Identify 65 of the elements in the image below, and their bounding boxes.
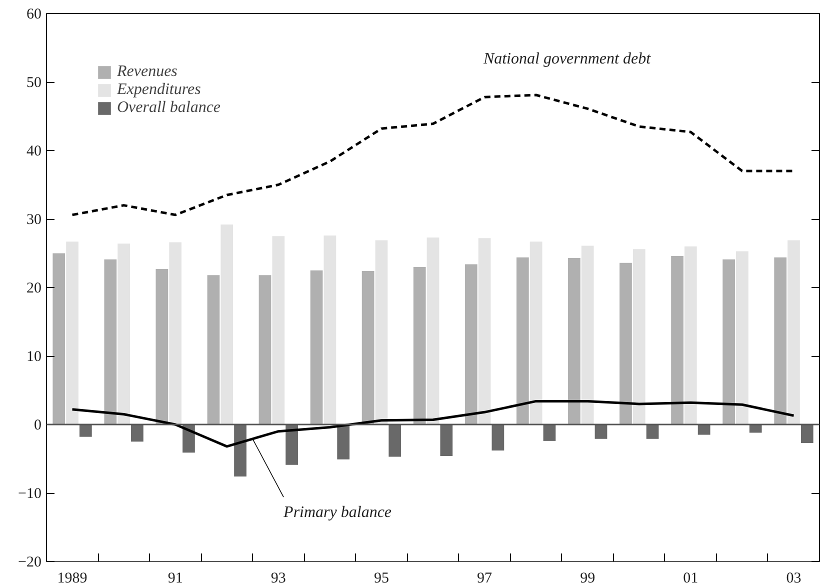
- bar: [698, 424, 710, 435]
- y-tick-label: 10: [26, 349, 42, 365]
- bar: [464, 264, 478, 424]
- y-tick-label: −20: [18, 554, 42, 570]
- bar: [800, 424, 814, 443]
- bar: [620, 262, 632, 424]
- bar: [52, 253, 66, 424]
- bar: [594, 424, 608, 439]
- legend-label: Revenues: [117, 63, 178, 81]
- bar: [375, 240, 388, 424]
- bar: [413, 266, 426, 424]
- bar: [156, 269, 168, 424]
- bar: [234, 424, 246, 477]
- bar: [388, 424, 402, 457]
- bar: [426, 237, 440, 424]
- series-label: National government debt: [482, 50, 652, 68]
- y-tick-label: 60: [26, 6, 42, 22]
- x-tick-label: 03: [786, 570, 802, 585]
- bar: [788, 240, 800, 424]
- bar: [220, 224, 234, 424]
- bar: [722, 259, 735, 424]
- bar: [530, 242, 542, 424]
- bar: [131, 424, 144, 442]
- x-tick-label: 91: [168, 570, 183, 585]
- bar: [646, 424, 659, 439]
- bar: [66, 242, 78, 424]
- bar: [79, 424, 92, 437]
- x-tick-label: 01: [683, 570, 698, 585]
- x-tick-label: 1989: [57, 570, 88, 585]
- legend-label: Overall balance: [117, 99, 221, 117]
- y-tick-label: 0: [34, 418, 42, 434]
- y-tick-label: 20: [26, 280, 42, 296]
- y-tick-label: 50: [26, 75, 42, 91]
- bar: [671, 256, 684, 424]
- legend-label: Expenditures: [117, 81, 201, 99]
- bar: [324, 235, 336, 424]
- bar: [310, 270, 323, 424]
- bar: [118, 244, 130, 424]
- y-tick-label: −10: [18, 486, 42, 502]
- y-tick-label: 40: [26, 144, 42, 160]
- bar: [362, 271, 374, 424]
- x-tick-label: 97: [477, 570, 493, 585]
- bar: [568, 258, 580, 424]
- x-tick-label: 95: [374, 570, 389, 585]
- bar: [581, 246, 594, 424]
- bar: [492, 424, 504, 451]
- bar: [774, 257, 787, 424]
- bar: [272, 236, 285, 424]
- x-tick-label: 93: [270, 570, 286, 585]
- bar: [169, 242, 182, 424]
- text: Primary balance: [282, 504, 392, 522]
- bar: [684, 246, 697, 424]
- y-tick-label: 30: [26, 212, 42, 228]
- bar: [440, 424, 453, 456]
- bar: [478, 238, 491, 424]
- bar: [286, 424, 298, 465]
- bar: [516, 257, 529, 424]
- bar: [337, 424, 350, 460]
- x-tick-label: 99: [580, 570, 596, 585]
- bar: [632, 249, 646, 424]
- bar: [207, 275, 220, 424]
- bar: [736, 251, 748, 424]
- bar: [258, 275, 272, 424]
- bar: [543, 424, 556, 441]
- bar: [104, 259, 117, 424]
